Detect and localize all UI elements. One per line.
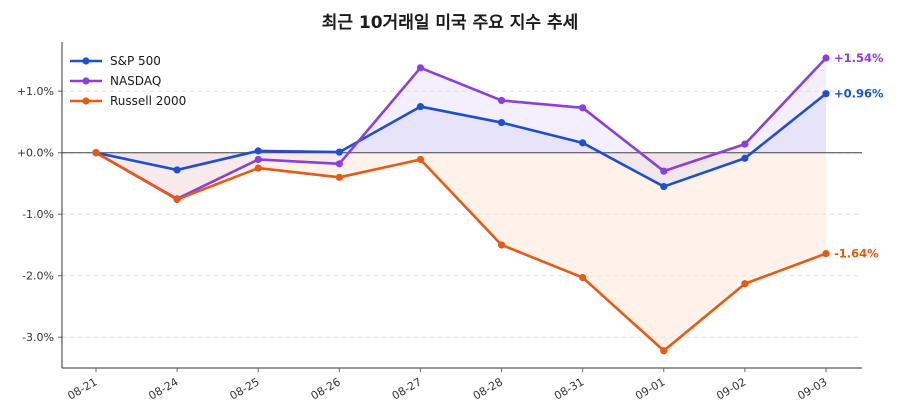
- data-point: [822, 54, 830, 62]
- series-line: [94, 56, 828, 201]
- data-point: [254, 155, 262, 164]
- data-point: [254, 164, 262, 172]
- legend: S&P 500 NASDAQ Russell 2000: [70, 54, 186, 108]
- x-tick-label: 08-26: [309, 375, 343, 402]
- legend-marker: [82, 97, 90, 105]
- end-value-label: +1.54%: [834, 51, 884, 65]
- series-fills: [96, 57, 826, 351]
- legend-label: S&P 500: [110, 54, 161, 68]
- data-point: [579, 139, 587, 147]
- x-tick-label: 08-28: [471, 375, 505, 402]
- data-point: [741, 280, 749, 288]
- end-labels: +0.96% +1.54% -1.64%: [834, 51, 884, 261]
- data-point: [741, 140, 749, 148]
- end-value-label: -1.64%: [834, 247, 879, 261]
- data-point: [660, 167, 668, 175]
- data-point: [173, 195, 181, 204]
- data-point: [497, 118, 506, 127]
- chart-title: 최근 10거래일 미국 주요 지수 추세: [322, 13, 579, 33]
- legend-label: NASDAQ: [110, 74, 161, 88]
- y-tick-label: -1.0%: [22, 208, 54, 221]
- data-point: [741, 154, 749, 162]
- data-point: [416, 102, 425, 111]
- series-area-fill: [96, 152, 826, 351]
- legend-marker: [82, 77, 90, 85]
- data-point: [497, 96, 506, 105]
- series-line: [94, 92, 828, 188]
- series-points: [92, 54, 830, 355]
- data-point: [254, 147, 262, 155]
- end-value-label: +0.96%: [834, 87, 884, 101]
- legend-label: Russell 2000: [110, 94, 186, 108]
- series-area-fill: [96, 57, 826, 199]
- data-point: [416, 155, 425, 164]
- series-lines: [94, 56, 828, 353]
- series-line: [94, 151, 828, 353]
- x-tick-label: 08-25: [228, 375, 262, 402]
- y-tick-label: -2.0%: [22, 270, 54, 283]
- data-point: [822, 90, 830, 98]
- data-point: [660, 347, 668, 355]
- x-tick-label: 08-27: [390, 375, 424, 402]
- data-point: [335, 148, 343, 156]
- x-tick-label: 08-21: [65, 375, 99, 402]
- x-tick-label: 08-24: [146, 375, 180, 402]
- data-point: [416, 64, 425, 72]
- x-tick-label: 09-03: [795, 375, 829, 402]
- x-tick-label: 08-31: [552, 375, 586, 402]
- x-tick-label: 09-02: [714, 375, 748, 402]
- y-tick-label: -3.0%: [22, 331, 54, 344]
- y-tick-label: +1.0%: [17, 85, 54, 98]
- data-point: [497, 241, 506, 249]
- series-area-fill: [96, 93, 826, 187]
- data-point: [822, 249, 830, 258]
- data-point: [92, 149, 100, 157]
- data-point: [335, 173, 343, 181]
- data-point: [579, 273, 587, 282]
- data-point: [173, 166, 181, 174]
- x-tick-label: 09-01: [633, 375, 667, 402]
- data-point: [579, 104, 587, 112]
- data-point: [660, 182, 668, 191]
- y-tick-label: +0.0%: [17, 147, 54, 160]
- data-point: [335, 160, 343, 168]
- legend-marker: [82, 57, 90, 65]
